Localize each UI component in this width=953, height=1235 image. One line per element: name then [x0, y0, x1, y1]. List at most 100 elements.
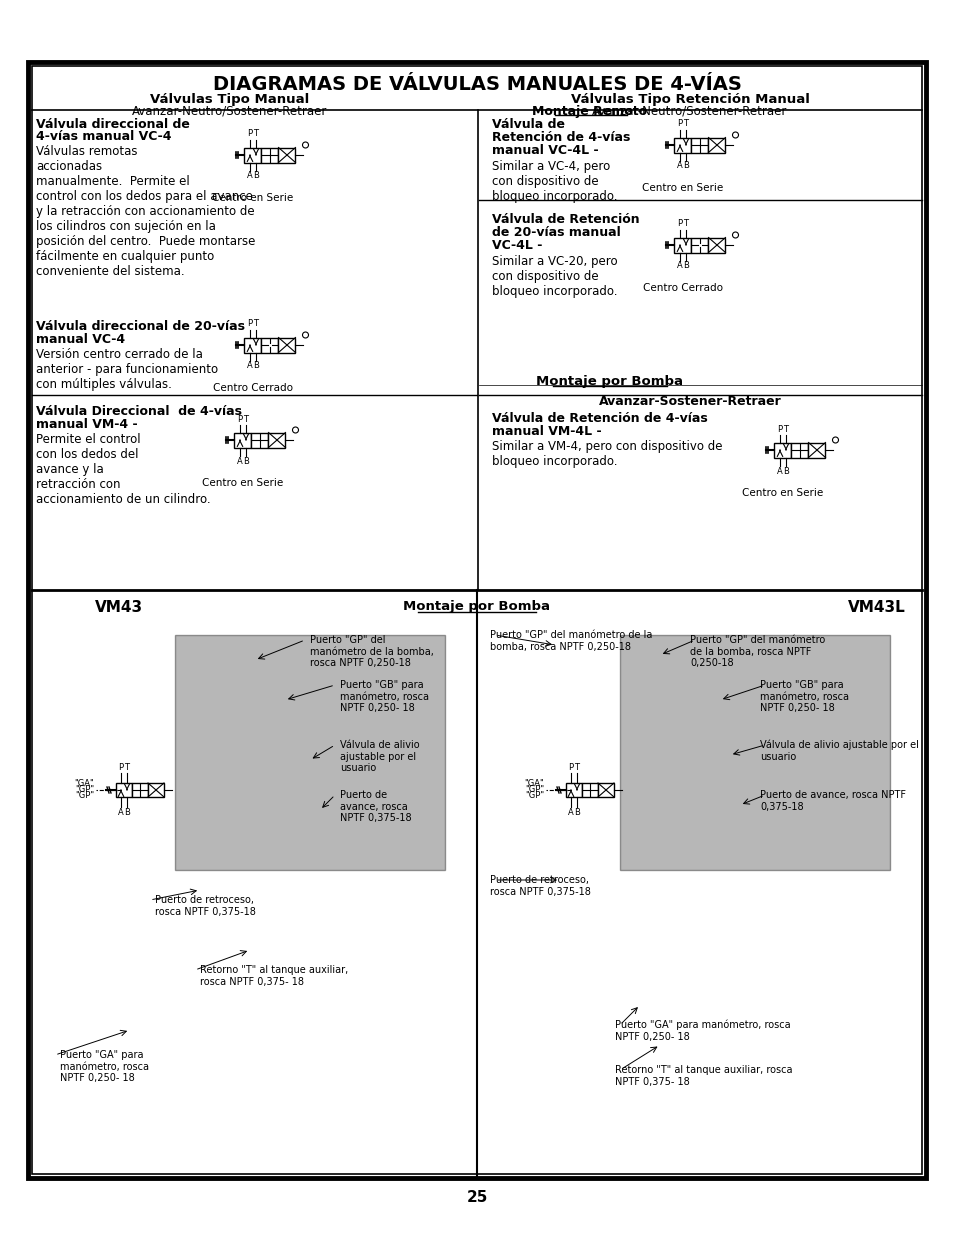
Bar: [132, 783, 148, 797]
Bar: [116, 783, 132, 797]
Text: "GP": "GP": [74, 785, 94, 794]
Text: Puerto "GP" del manómetro de la
bomba, rosca NPTF 0,250-18: Puerto "GP" del manómetro de la bomba, r…: [490, 630, 652, 652]
Text: Puerto "GB" para
manómetro, rosca
NPTF 0,250- 18: Puerto "GB" para manómetro, rosca NPTF 0…: [339, 680, 429, 713]
Bar: [691, 237, 708, 252]
Text: Válvula de: Válvula de: [492, 119, 564, 131]
Text: P: P: [237, 415, 242, 424]
Text: Puerto "GP" del manómetro
de la bomba, rosca NPTF
0,250-18: Puerto "GP" del manómetro de la bomba, r…: [689, 635, 824, 668]
Text: Montaje por Bomba: Montaje por Bomba: [403, 600, 550, 613]
Text: Retorno "T" al tanque auxiliar, rosca
NPTF 0,375- 18: Retorno "T" al tanque auxiliar, rosca NP…: [615, 1065, 792, 1087]
Text: Centro en Serie: Centro en Serie: [741, 488, 822, 498]
Bar: [261, 337, 278, 352]
Text: T: T: [253, 130, 258, 138]
Text: B: B: [124, 808, 130, 818]
Text: DIAGRAMAS DE VÁLVULAS MANUALES DE 4-VÍAS: DIAGRAMAS DE VÁLVULAS MANUALES DE 4-VÍAS: [213, 75, 740, 94]
Text: Avanzar-Neutro/Sostener-Retraer: Avanzar-Neutro/Sostener-Retraer: [132, 105, 327, 119]
Text: Avanzar-Neutro/Sostener-Retraer: Avanzar-Neutro/Sostener-Retraer: [592, 105, 787, 119]
Text: Centro en Serie: Centro en Serie: [202, 478, 283, 488]
Text: "GP": "GP": [524, 785, 543, 794]
Text: P: P: [118, 763, 124, 772]
Text: P: P: [247, 320, 253, 329]
Text: Versión centro cerrado de la
anterior - para funcionamiento
con múltiples válvul: Versión centro cerrado de la anterior - …: [36, 348, 218, 391]
Text: Válvula de Retención: Válvula de Retención: [492, 212, 639, 226]
Text: Puerto de avance, rosca NPTF
0,375-18: Puerto de avance, rosca NPTF 0,375-18: [760, 790, 905, 811]
Text: "GP": "GP": [524, 792, 543, 800]
Text: A: A: [237, 457, 243, 466]
Text: Puerto de retroceso,
rosca NPTF 0,375-18: Puerto de retroceso, rosca NPTF 0,375-18: [490, 876, 590, 897]
Text: "GA": "GA": [74, 779, 94, 788]
Text: Puerto de
avance, rosca
NPTF 0,375-18: Puerto de avance, rosca NPTF 0,375-18: [339, 790, 411, 824]
Text: T: T: [243, 415, 248, 424]
Text: manual VC-4L -: manual VC-4L -: [492, 144, 598, 157]
Text: Puerto "GB" para
manómetro, rosca
NPTF 0,250- 18: Puerto "GB" para manómetro, rosca NPTF 0…: [760, 680, 848, 713]
Text: Montaje Remoto: Montaje Remoto: [532, 105, 647, 119]
Text: B: B: [253, 172, 258, 180]
Bar: [674, 237, 691, 252]
Text: A: A: [118, 808, 124, 818]
Text: Válvulas Tipo Retención Manual: Válvulas Tipo Retención Manual: [570, 93, 808, 106]
Text: P: P: [777, 425, 781, 433]
Text: Válvula de Retención de 4-vías: Válvula de Retención de 4-vías: [492, 412, 707, 425]
Text: Retención de 4-vías: Retención de 4-vías: [492, 131, 630, 144]
Text: T: T: [253, 320, 258, 329]
Text: manual VM-4L -: manual VM-4L -: [492, 425, 601, 438]
Text: Puerto "GA" para
manómetro, rosca
NPTF 0,250- 18: Puerto "GA" para manómetro, rosca NPTF 0…: [60, 1050, 149, 1083]
Text: Montaje por Bomba: Montaje por Bomba: [536, 375, 682, 388]
Bar: [565, 783, 581, 797]
Bar: [32, 65, 921, 1174]
Text: Válvula de alivio ajustable por el
usuario: Válvula de alivio ajustable por el usuar…: [760, 740, 918, 762]
Text: T: T: [682, 220, 688, 228]
Text: B: B: [682, 162, 688, 170]
Text: Válvulas Tipo Manual: Válvulas Tipo Manual: [151, 93, 310, 106]
Text: Puerto "GA" para manómetro, rosca
NPTF 0,250- 18: Puerto "GA" para manómetro, rosca NPTF 0…: [615, 1020, 790, 1042]
Text: T: T: [682, 120, 688, 128]
Text: P: P: [568, 763, 573, 772]
Text: 4-vías manual VC-4: 4-vías manual VC-4: [36, 130, 172, 143]
Text: A: A: [247, 362, 253, 370]
Text: VM43L: VM43L: [847, 600, 904, 615]
Bar: [691, 137, 708, 152]
Text: Válvula direccional de: Válvula direccional de: [36, 119, 190, 131]
Text: B: B: [782, 467, 788, 475]
Text: T: T: [782, 425, 788, 433]
Text: Permite el control
con los dedos del
avance y la
retracción con
accionamiento de: Permite el control con los dedos del ava…: [36, 433, 211, 506]
Bar: [252, 432, 268, 447]
Bar: [278, 337, 295, 352]
Bar: [268, 432, 285, 447]
Text: Válvula de alivio
ajustable por el
usuario: Válvula de alivio ajustable por el usuar…: [339, 740, 419, 773]
Text: Retorno "T" al tanque auxiliar,
rosca NPTF 0,375- 18: Retorno "T" al tanque auxiliar, rosca NP…: [200, 965, 348, 987]
Text: P: P: [677, 120, 681, 128]
Text: VM43: VM43: [95, 600, 143, 615]
Text: T: T: [125, 763, 130, 772]
Text: P: P: [677, 220, 681, 228]
Text: Avanzar-Sostener-Retraer: Avanzar-Sostener-Retraer: [598, 395, 781, 408]
Bar: [674, 137, 691, 152]
Text: Centro en Serie: Centro en Serie: [213, 193, 294, 203]
Bar: [148, 783, 164, 797]
Bar: [278, 147, 295, 163]
Text: 25: 25: [466, 1191, 487, 1205]
Text: A: A: [568, 808, 574, 818]
Text: manual VM-4 -: manual VM-4 -: [36, 417, 137, 431]
Bar: [244, 337, 261, 352]
Text: Similar a VC-4, pero
con dispositivo de
bloqueo incorporado.: Similar a VC-4, pero con dispositivo de …: [492, 161, 617, 203]
Text: T: T: [574, 763, 578, 772]
Bar: [581, 783, 598, 797]
Bar: [598, 783, 614, 797]
Text: B: B: [682, 262, 688, 270]
Text: A: A: [677, 162, 682, 170]
Text: P: P: [247, 130, 253, 138]
Text: B: B: [243, 457, 249, 466]
Text: A: A: [677, 262, 682, 270]
Bar: [619, 635, 889, 869]
Text: "GA": "GA": [524, 779, 543, 788]
Bar: [774, 442, 791, 457]
Text: Válvula direccional de 20-vías: Válvula direccional de 20-vías: [36, 320, 245, 333]
Text: de 20-vías manual: de 20-vías manual: [492, 226, 620, 240]
Text: manual VC-4: manual VC-4: [36, 333, 125, 346]
Text: Válvula Direccional  de 4-vías: Válvula Direccional de 4-vías: [36, 405, 242, 417]
Text: A: A: [247, 172, 253, 180]
Text: Similar a VM-4, pero con dispositivo de
bloqueo incorporado.: Similar a VM-4, pero con dispositivo de …: [492, 440, 721, 468]
Bar: [261, 147, 278, 163]
Bar: [708, 237, 724, 252]
